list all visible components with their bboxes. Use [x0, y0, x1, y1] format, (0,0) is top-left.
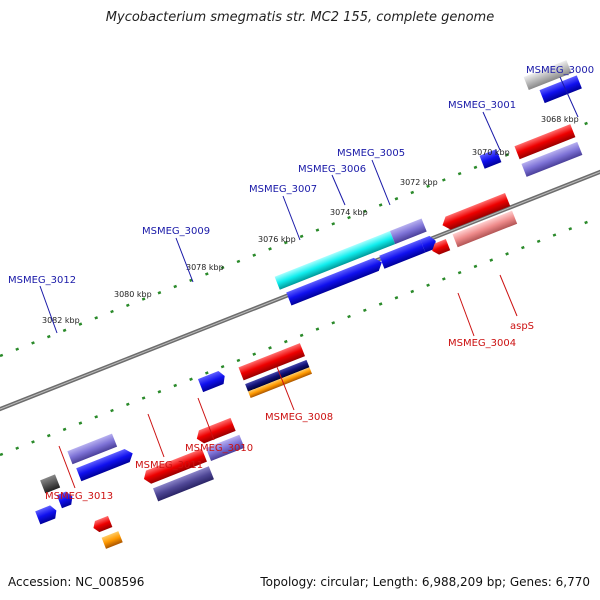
gene-msmeg-3007[interactable]	[274, 231, 396, 290]
tick-label-3080: 3080 kbp	[114, 290, 152, 299]
gene-msmeg-3006b[interactable]	[286, 256, 384, 306]
label-msmeg-3005[interactable]: MSMEG_3005	[337, 148, 405, 159]
tick-label-3068: 3068 kbp	[541, 115, 579, 124]
tick-label-3070: 3070 kbp	[472, 148, 510, 157]
accession-text: Accession: NC_008596	[8, 575, 145, 589]
gene-msmeg-3011[interactable]	[153, 466, 214, 502]
label-msmeg-3010[interactable]: MSMEG_3010	[185, 443, 253, 454]
gene-msmeg-3010-red[interactable]	[194, 417, 236, 445]
label-aspS[interactable]: aspS	[510, 321, 534, 332]
reverse-leader-lines	[58, 274, 518, 489]
gene-msmeg-3006[interactable]	[379, 239, 426, 269]
gene-msmeg-3000[interactable]	[523, 60, 572, 91]
label-msmeg-3007[interactable]: MSMEG_3007	[249, 184, 317, 195]
label-msmeg-3000[interactable]: MSMEG_3000	[526, 65, 594, 76]
label-msmeg-3012[interactable]: MSMEG_3012	[8, 275, 76, 286]
gene-msmeg-3008-red[interactable]	[238, 343, 306, 381]
tick-label-3078: 3078 kbp	[186, 263, 224, 272]
genome-summary-text: Topology: circular; Length: 6,988,209 bp…	[260, 575, 590, 589]
label-msmeg-3008[interactable]: MSMEG_3008	[265, 412, 333, 423]
gene-msmeg-3004[interactable]	[430, 239, 451, 256]
reverse-gene-labels: aspS MSMEG_3004 MSMEG_3008 MSMEG_3010 MS…	[45, 321, 534, 502]
forward-leader-lines	[39, 76, 579, 334]
kbp-axis-labels: 3068 kbp 3070 kbp 3072 kbp 3074 kbp 3076…	[42, 115, 579, 325]
gene-msmeg-3006c[interactable]	[420, 234, 438, 253]
gene-aspS-top[interactable]	[440, 193, 511, 232]
tick-label-3072: 3072 kbp	[400, 178, 438, 187]
label-msmeg-3006[interactable]: MSMEG_3006	[298, 164, 366, 175]
tick-label-3076: 3076 kbp	[258, 235, 296, 244]
gene-msmeg-3008-orange[interactable]	[248, 367, 312, 399]
gene-msmeg-3013-red[interactable]	[91, 515, 113, 534]
gene-forward-grey-left[interactable]	[40, 474, 61, 494]
gene-msmeg-3013[interactable]	[101, 531, 123, 549]
gene-aspS[interactable]	[452, 210, 518, 248]
label-msmeg-3011[interactable]: MSMEG_3011	[135, 460, 203, 471]
gene-msmeg-3011-red[interactable]	[141, 448, 207, 486]
tick-label-3074: 3074 kbp	[330, 208, 368, 217]
gene-forward-tiny-left[interactable]	[56, 490, 75, 509]
map-title: Mycobacterium smegmatis str. MC2 155, co…	[105, 10, 495, 25]
gene-reverse-right-1[interactable]	[514, 124, 576, 160]
gene-track	[35, 60, 583, 549]
label-msmeg-3013[interactable]: MSMEG_3013	[45, 491, 113, 502]
tick-label-3082: 3082 kbp	[42, 316, 80, 325]
gene-msmeg-3008[interactable]	[245, 359, 310, 392]
gene-forward-left[interactable]	[76, 447, 135, 482]
forward-gene-labels: MSMEG_3000 MSMEG_3001 MSMEG_3005 MSMEG_3…	[8, 65, 594, 286]
gene-msmeg-3010[interactable]	[205, 434, 245, 462]
gene-reverse-right-2[interactable]	[521, 141, 583, 177]
gene-forward-right-edge[interactable]	[539, 75, 582, 104]
gene-msmeg-3005[interactable]	[389, 218, 427, 245]
label-msmeg-3004[interactable]: MSMEG_3004	[448, 338, 516, 349]
gene-forward-small[interactable]	[479, 149, 502, 169]
gene-msmeg-3012[interactable]	[67, 433, 118, 465]
label-msmeg-3009[interactable]: MSMEG_3009	[142, 226, 210, 237]
label-msmeg-3001[interactable]: MSMEG_3001	[448, 100, 516, 111]
gene-forward-edge-left[interactable]	[35, 504, 59, 525]
gene-forward-mid[interactable]	[197, 370, 227, 393]
